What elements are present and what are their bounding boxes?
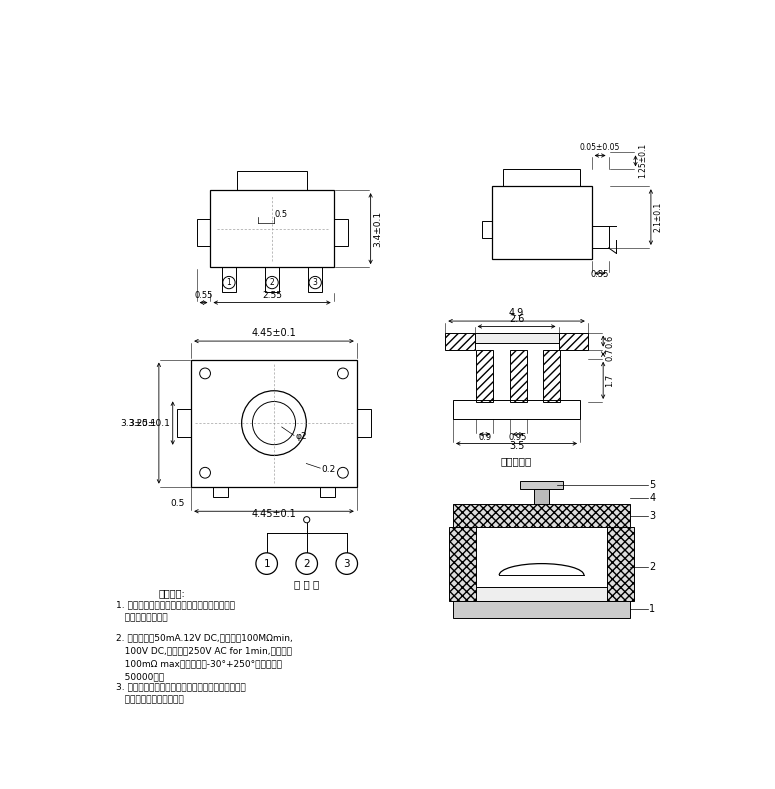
Bar — [607, 527, 634, 600]
Text: 3: 3 — [343, 559, 350, 569]
Bar — [491, 186, 591, 260]
Text: 5: 5 — [649, 480, 656, 490]
Text: 2.6: 2.6 — [509, 314, 524, 324]
Circle shape — [304, 517, 310, 523]
Text: 2: 2 — [649, 563, 656, 573]
Text: 技术要求:: 技术要求: — [158, 589, 185, 598]
Text: 0.55: 0.55 — [591, 271, 609, 279]
Bar — [211, 190, 334, 267]
Circle shape — [296, 553, 318, 574]
Text: 0.5: 0.5 — [170, 499, 185, 508]
Bar — [453, 504, 630, 527]
Text: 1.7: 1.7 — [605, 374, 615, 387]
Text: 2: 2 — [270, 278, 274, 287]
Text: 2.55: 2.55 — [262, 290, 282, 300]
Text: 0.7: 0.7 — [605, 347, 615, 361]
Bar — [177, 409, 191, 437]
Text: 0.5: 0.5 — [274, 211, 288, 219]
Bar — [197, 219, 211, 245]
Text: 3: 3 — [313, 278, 318, 287]
Bar — [559, 333, 587, 350]
Text: 0.6: 0.6 — [605, 335, 615, 348]
Text: 1: 1 — [226, 278, 231, 287]
Bar — [543, 350, 560, 402]
Text: 0.05±0.05: 0.05±0.05 — [580, 144, 620, 152]
Bar — [476, 587, 607, 600]
Bar — [265, 267, 279, 292]
Bar — [446, 333, 474, 350]
Text: 1: 1 — [264, 559, 270, 569]
Text: 4.45±0.1: 4.45±0.1 — [252, 509, 296, 519]
Bar — [237, 171, 307, 190]
Text: 2: 2 — [303, 559, 310, 569]
Bar — [591, 226, 608, 248]
Bar — [453, 600, 630, 618]
Text: φ2: φ2 — [295, 432, 307, 441]
Text: 安装参考图: 安装参考图 — [501, 456, 532, 466]
Bar — [453, 400, 580, 419]
Bar — [474, 333, 559, 343]
Text: 3.3±0.1: 3.3±0.1 — [120, 419, 157, 428]
Text: 4.9: 4.9 — [509, 308, 524, 318]
Text: 2.1±0.1: 2.1±0.1 — [653, 202, 662, 232]
Text: 2. 额定电流：50mA.12V DC,绝缘电阻100MΩmin,
   100V DC,介电强度250V AC for 1min,接触电阻
   100mΩ : 2. 额定电流：50mA.12V DC,绝缘电阻100MΩmin, 100V D… — [115, 633, 292, 682]
Bar — [476, 350, 493, 402]
Text: 4: 4 — [649, 493, 656, 503]
Text: 4.45±0.1: 4.45±0.1 — [252, 328, 296, 338]
Text: 0.9: 0.9 — [478, 433, 491, 442]
Bar — [534, 489, 549, 504]
Text: 3: 3 — [649, 510, 656, 521]
Circle shape — [256, 553, 277, 574]
Text: 3.5: 3.5 — [509, 441, 524, 451]
Bar — [191, 360, 356, 487]
Bar — [308, 267, 322, 292]
Text: 0.55: 0.55 — [195, 290, 212, 300]
Text: 1: 1 — [649, 604, 656, 614]
Bar — [320, 487, 336, 497]
Text: 3.25±0.1: 3.25±0.1 — [129, 419, 170, 428]
Bar — [222, 267, 236, 292]
Bar — [213, 487, 228, 497]
Text: 1. 塑料件表面光洁无划伤、水花、变形，影响外
   观及性能等缺陷。: 1. 塑料件表面光洁无划伤、水花、变形，影响外 观及性能等缺陷。 — [115, 600, 235, 623]
Text: 0.95: 0.95 — [509, 433, 527, 442]
Bar — [334, 219, 347, 245]
Bar — [503, 170, 580, 186]
Text: 3. 开关手感明显，档位清晰可靠，无卡滞现象，消除
   外力后，应能快速回位。: 3. 开关手感明显，档位清晰可靠，无卡滞现象，消除 外力后，应能快速回位。 — [115, 682, 246, 705]
Bar — [356, 409, 370, 437]
Bar — [482, 221, 491, 238]
Text: 3.4±0.1: 3.4±0.1 — [373, 211, 382, 247]
Text: 0.2: 0.2 — [322, 466, 336, 474]
Bar — [449, 527, 476, 600]
Text: 电 路 图: 电 路 图 — [294, 579, 319, 589]
Text: 1.25±0.1: 1.25±0.1 — [638, 144, 647, 178]
Bar — [520, 481, 563, 489]
Circle shape — [336, 553, 357, 574]
Bar — [510, 350, 526, 402]
